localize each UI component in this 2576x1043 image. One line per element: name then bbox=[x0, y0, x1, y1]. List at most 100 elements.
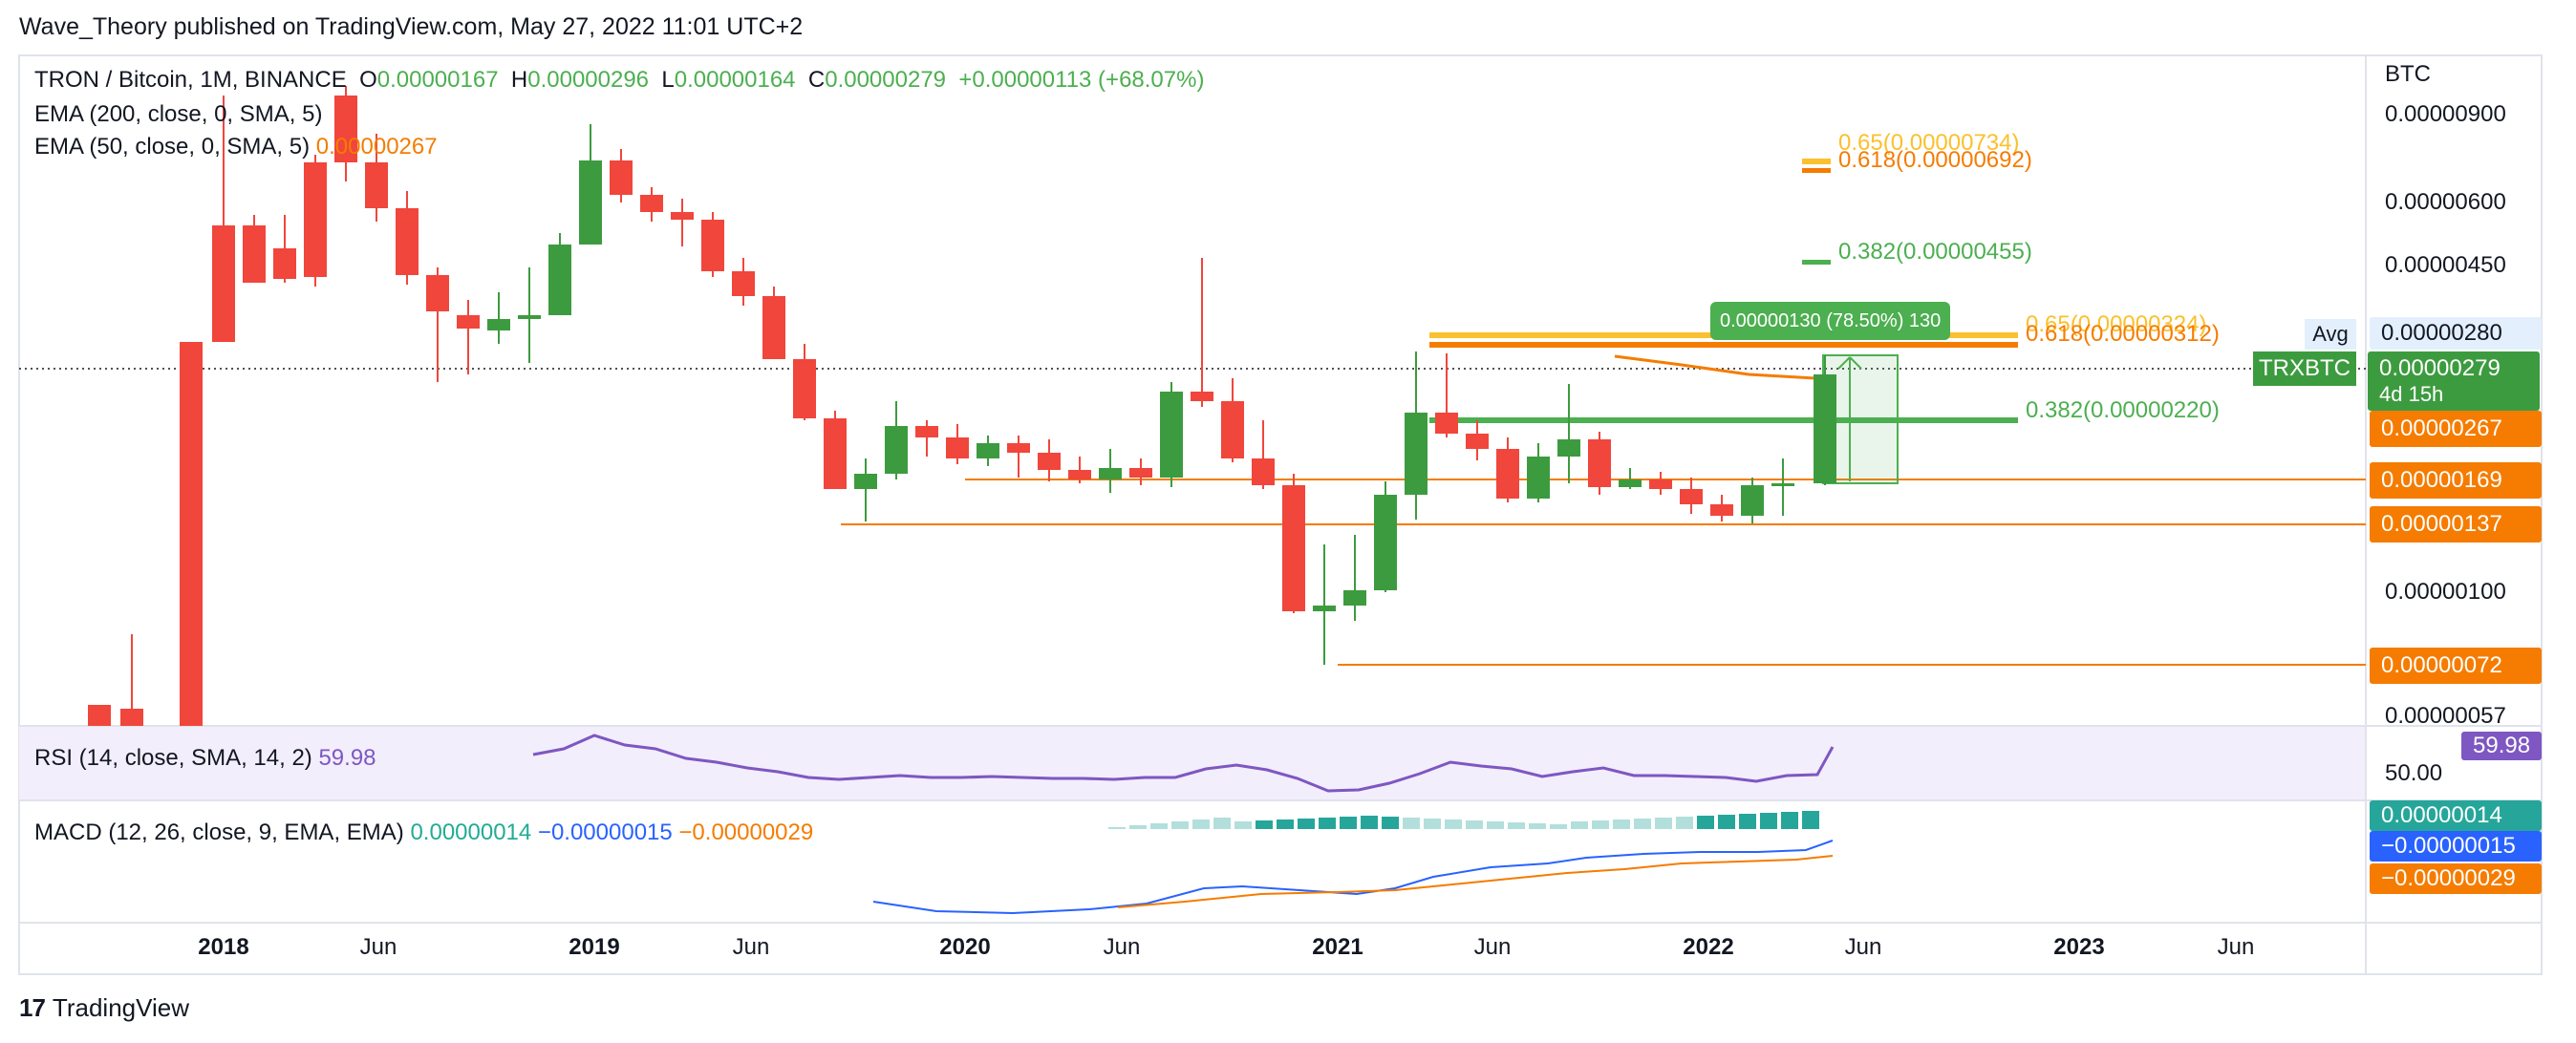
candle-body bbox=[1435, 413, 1458, 434]
footer-brand[interactable]: 17 TradingView bbox=[19, 993, 189, 1023]
macd-hist-bar bbox=[1592, 820, 1609, 829]
publisher-line: Wave_Theory published on TradingView.com… bbox=[19, 13, 804, 40]
candle-body bbox=[1710, 504, 1733, 516]
macd-hist-bar bbox=[1718, 815, 1735, 829]
ema200-legend[interactable]: EMA (200, close, 0, SMA, 5) bbox=[34, 101, 323, 127]
price-tick: 0.00000057 bbox=[2385, 703, 2506, 729]
macd-value: −0.00000015 bbox=[537, 820, 673, 845]
candle-body bbox=[1099, 468, 1122, 479]
candle-body bbox=[1282, 485, 1305, 611]
ema50-tag: 0.00000267 bbox=[2370, 411, 2542, 447]
brand-name: TradingView bbox=[52, 993, 189, 1022]
rsi-value: 59.98 bbox=[318, 745, 376, 771]
time-label: Jun bbox=[1103, 934, 1141, 960]
candle-body bbox=[273, 248, 296, 279]
countdown: 4d 15h bbox=[2379, 382, 2444, 406]
candle-body bbox=[212, 225, 235, 342]
candle-body bbox=[885, 426, 908, 474]
fib-lower bbox=[1429, 332, 2018, 423]
candle-body bbox=[365, 162, 388, 208]
time-label: Jun bbox=[1844, 934, 1882, 960]
price-tick: 0.00000600 bbox=[2385, 189, 2506, 215]
macd-hist-bar bbox=[1550, 824, 1567, 829]
candle-body bbox=[854, 474, 877, 489]
low-value: 0.00000164 bbox=[674, 67, 796, 93]
candle-body bbox=[1496, 449, 1519, 499]
candle-body bbox=[946, 437, 969, 458]
macd-hist-bar bbox=[1129, 825, 1147, 829]
candle-body bbox=[1343, 590, 1366, 606]
candle-body bbox=[1557, 439, 1580, 457]
macd-hist-bar bbox=[1340, 817, 1357, 829]
candle-body bbox=[243, 225, 266, 283]
close-label: C bbox=[807, 67, 826, 93]
open-value: 0.00000167 bbox=[376, 67, 499, 93]
rsi-tick: 50.00 bbox=[2385, 760, 2443, 786]
candle-body bbox=[1007, 443, 1030, 453]
macd-legend[interactable]: MACD (12, 26, close, 9, EMA, EMA) 0.0000… bbox=[34, 820, 813, 846]
candle-body bbox=[1619, 479, 1642, 487]
tradingview-logo-icon: 17 bbox=[19, 993, 46, 1022]
macd-hist-bar bbox=[1298, 819, 1315, 829]
candle-body bbox=[548, 245, 571, 315]
candle-body bbox=[1649, 479, 1672, 489]
candles bbox=[88, 86, 1836, 726]
rsi-legend[interactable]: RSI (14, close, SMA, 14, 2) 59.98 bbox=[34, 745, 376, 772]
time-label: 2020 bbox=[939, 934, 991, 960]
rsi-pane-bg bbox=[19, 726, 2366, 800]
macd-tag: −0.00000015 bbox=[2370, 831, 2542, 862]
macd-hist-bar bbox=[1571, 821, 1588, 829]
macd-hist-bar bbox=[1256, 820, 1273, 829]
ema50-legend[interactable]: EMA (50, close, 0, SMA, 5) 0.00000267 bbox=[34, 134, 438, 160]
candle-body bbox=[1038, 453, 1061, 470]
avg-label: Avg bbox=[2305, 319, 2356, 350]
candle-body bbox=[701, 220, 724, 271]
macd-histogram bbox=[1108, 811, 1819, 829]
candle-body bbox=[977, 443, 999, 458]
rsi-tag: 59.98 bbox=[2461, 732, 2542, 760]
avg-value: 0.00000280 bbox=[2370, 317, 2542, 350]
macd-hist-bar bbox=[1676, 817, 1693, 829]
candle-body bbox=[396, 208, 419, 275]
candle-body bbox=[1466, 434, 1489, 449]
candle-body bbox=[1191, 392, 1213, 401]
measure-tooltip: 0.00000130 (78.50%) 130 bbox=[1710, 302, 1951, 340]
candle-body bbox=[426, 275, 449, 311]
candle-body bbox=[304, 162, 327, 277]
macd-hist-bar bbox=[1171, 821, 1189, 829]
high-value: 0.00000296 bbox=[527, 67, 650, 93]
macd-hist-bar bbox=[1697, 816, 1714, 829]
candle-body bbox=[180, 342, 203, 726]
macd-hist-value: 0.00000014 bbox=[410, 820, 532, 845]
candle-body bbox=[457, 315, 480, 329]
close-value: 0.00000279 bbox=[825, 67, 947, 93]
macd-hist-bar bbox=[1213, 818, 1231, 829]
support-lines bbox=[841, 479, 2366, 666]
candle-body bbox=[1129, 468, 1152, 478]
macd-hist-bar bbox=[1487, 821, 1504, 829]
price-tick: 0.00000900 bbox=[2385, 101, 2506, 127]
fib-upper bbox=[1802, 159, 1831, 265]
candle-body bbox=[1252, 458, 1275, 485]
ema50-value: 0.00000267 bbox=[315, 134, 438, 160]
macd-hist-bar bbox=[1760, 813, 1777, 829]
candle-body bbox=[610, 160, 633, 195]
macd-hist-bar bbox=[1361, 816, 1378, 829]
macd-hist-bar bbox=[1424, 819, 1441, 829]
candle-body bbox=[1527, 457, 1550, 499]
candle-body bbox=[1405, 413, 1428, 495]
macd-hist-bar bbox=[1781, 812, 1798, 829]
macd-hist-bar bbox=[1150, 823, 1168, 829]
macd-hist-bar bbox=[1739, 814, 1756, 829]
time-label: Jun bbox=[732, 934, 770, 960]
candle-body bbox=[1313, 606, 1336, 611]
signal-tag: −0.00000029 bbox=[2370, 863, 2542, 894]
time-label: 2019 bbox=[569, 934, 620, 960]
signal-line bbox=[1117, 855, 1834, 908]
macd-hist-bar bbox=[1382, 817, 1399, 829]
symbol-legend[interactable]: TRON / Bitcoin, 1M, BINANCE O0.00000167 … bbox=[34, 67, 1204, 94]
macd-hist-bar bbox=[1108, 827, 1126, 829]
price-axis-currency: BTC bbox=[2385, 61, 2431, 87]
last-price-tag: 0.00000279 4d 15h bbox=[2368, 351, 2540, 411]
